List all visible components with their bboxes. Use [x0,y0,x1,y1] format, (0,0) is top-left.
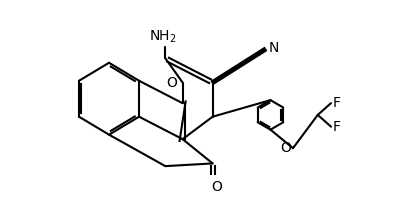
Text: F: F [332,96,340,110]
Text: NH$_2$: NH$_2$ [149,29,176,45]
Text: O: O [281,141,292,155]
Text: O: O [212,180,222,194]
Text: O: O [166,75,177,90]
Text: F: F [332,120,340,134]
Text: N: N [268,41,279,55]
